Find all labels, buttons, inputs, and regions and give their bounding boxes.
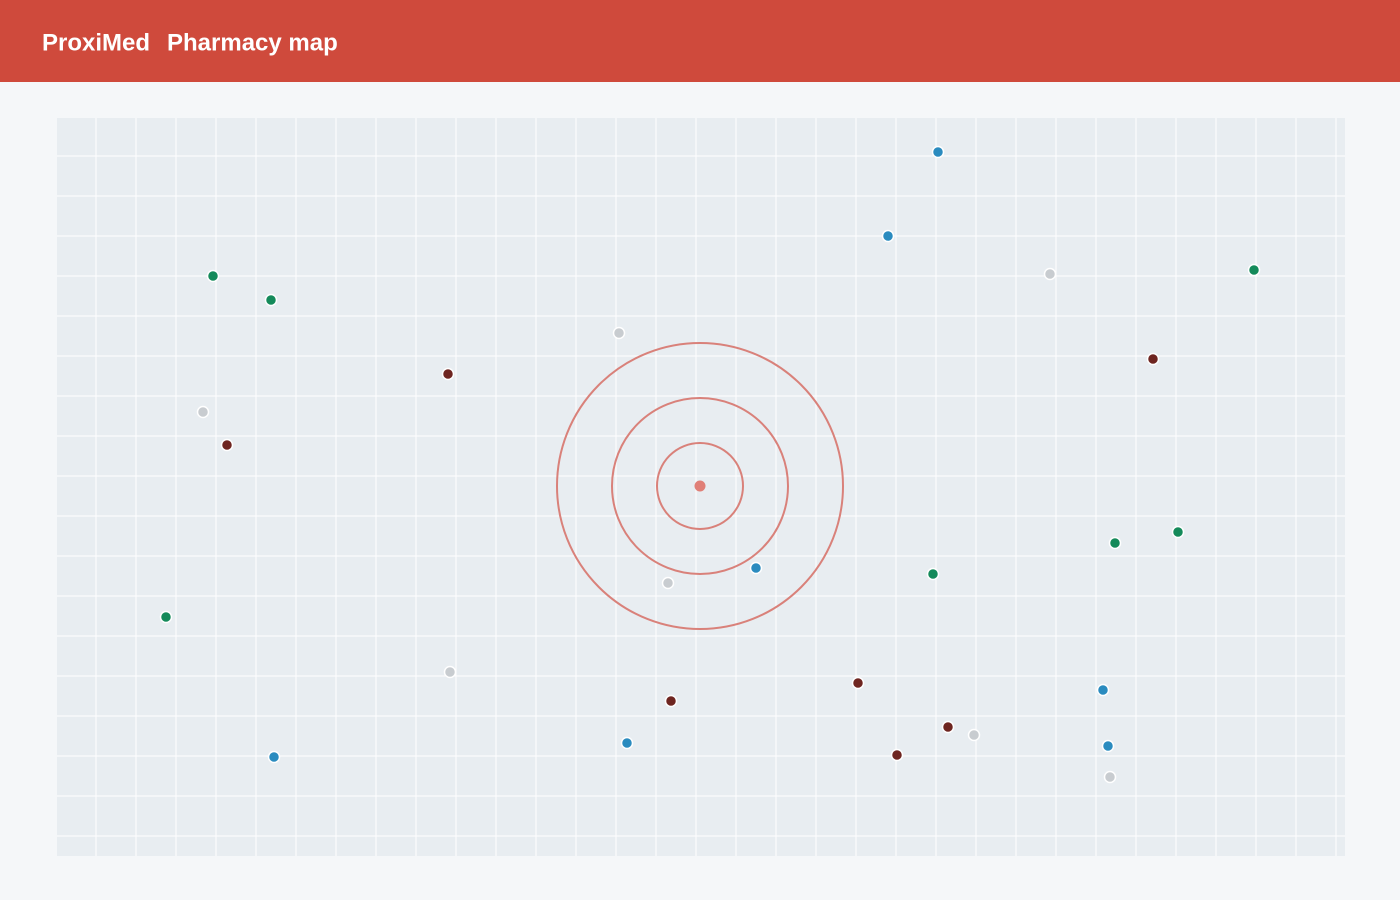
user-location [694,480,706,492]
page-title: Pharmacy map [167,29,338,56]
brand[interactable]: ProxiMed [42,29,150,56]
pharmacy-marker[interactable] [1096,683,1110,697]
pharmacy-marker[interactable] [1108,536,1122,550]
pharmacy-marker[interactable] [664,694,678,708]
pharmacy-marker[interactable] [967,728,981,742]
pharmacy-marker[interactable] [159,610,173,624]
pharmacy-marker[interactable] [443,665,457,679]
pharmacy-marker[interactable] [206,269,220,283]
pharmacy-marker[interactable] [881,229,895,243]
pharmacy-marker[interactable] [264,293,278,307]
pharmacy-marker[interactable] [441,367,455,381]
header-bar [0,0,1400,82]
pharmacy-marker[interactable] [1146,352,1160,366]
map[interactable] [57,118,1345,856]
pharmacy-marker[interactable] [1103,770,1117,784]
pharmacy-marker[interactable] [1101,739,1115,753]
pharmacy-marker[interactable] [661,576,675,590]
pharmacy-marker[interactable] [851,676,865,690]
pharmacy-marker[interactable] [1247,263,1261,277]
pharmacy-marker[interactable] [749,561,763,575]
pharmacy-marker[interactable] [267,750,281,764]
pharmacy-marker[interactable] [931,145,945,159]
radius-ring [656,442,744,530]
pharmacy-marker[interactable] [620,736,634,750]
pharmacy-marker[interactable] [941,720,955,734]
pharmacy-marker[interactable] [196,405,210,419]
pharmacy-marker[interactable] [926,567,940,581]
pharmacy-marker[interactable] [1043,267,1057,281]
pharmacy-markers [159,145,1261,784]
pharmacy-marker[interactable] [890,748,904,762]
pharmacy-marker[interactable] [220,438,234,452]
pharmacy-marker[interactable] [612,326,626,340]
radius-ring [611,397,789,575]
radius-ring [556,342,844,630]
pharmacy-marker[interactable] [1171,525,1185,539]
